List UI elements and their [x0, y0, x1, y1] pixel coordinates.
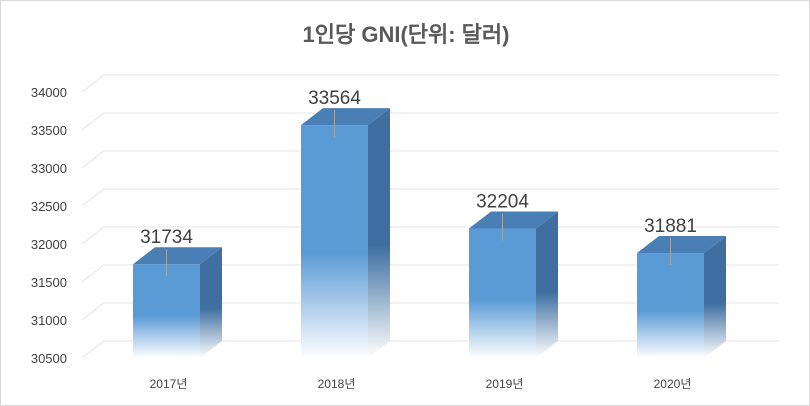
y-tick-label: 31000 — [31, 313, 67, 328]
y-tick-label: 33500 — [31, 123, 67, 138]
y-tick-label: 34000 — [31, 85, 67, 100]
gridline — [81, 150, 779, 169]
chart-title: 1인당 GNI(단위: 달러) — [303, 22, 510, 47]
y-tick-label: 33000 — [31, 161, 67, 176]
x-tick-label: 2019년 — [486, 377, 524, 391]
y-tick-label: 31500 — [31, 275, 67, 290]
bar-front — [133, 264, 200, 358]
y-axis-ticks: 30500 31000 31500 32000 32500 33000 33500 34000 — [31, 85, 67, 366]
x-axis-categories: 2017년 2018년 2019년 2020년 — [150, 377, 692, 391]
data-label: 33564 — [308, 88, 361, 109]
x-tick-label: 2018년 — [318, 377, 356, 391]
bar — [301, 108, 390, 358]
x-tick-label: 2017년 — [150, 377, 188, 391]
bar-top — [469, 211, 558, 229]
bar — [637, 236, 726, 358]
data-label: 32204 — [476, 191, 529, 212]
bar — [133, 247, 222, 358]
bar-top — [301, 108, 390, 126]
y-tick-label: 32500 — [31, 199, 67, 214]
bar-side — [200, 247, 222, 358]
gridline — [81, 112, 779, 131]
bar — [469, 211, 558, 358]
bar-front — [301, 125, 368, 358]
data-labels: 31734 33564 32204 31881 — [140, 88, 697, 277]
bar-top — [133, 247, 222, 265]
bar-side — [368, 108, 390, 358]
y-tick-label: 32000 — [31, 237, 67, 252]
y-tick-label: 30500 — [31, 351, 67, 366]
gridline — [81, 74, 779, 93]
x-tick-label: 2020년 — [654, 377, 692, 391]
bar-top — [637, 236, 726, 254]
data-label: 31881 — [644, 216, 697, 237]
bar-front — [637, 253, 704, 358]
data-label: 31734 — [140, 227, 193, 248]
gridlines — [81, 74, 779, 359]
gridline — [81, 188, 779, 207]
bar-side — [704, 236, 726, 358]
bar-side — [536, 211, 558, 358]
bars — [133, 108, 726, 358]
bar-front — [469, 228, 536, 358]
